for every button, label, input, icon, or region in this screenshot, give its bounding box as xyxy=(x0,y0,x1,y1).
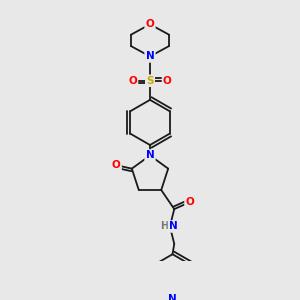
Text: N: N xyxy=(168,294,177,300)
Text: O: O xyxy=(163,76,172,86)
Text: O: O xyxy=(146,19,154,29)
Text: O: O xyxy=(185,197,194,207)
Text: O: O xyxy=(128,76,137,86)
Text: N: N xyxy=(146,150,154,161)
Text: N: N xyxy=(169,221,178,232)
Text: O: O xyxy=(112,160,121,170)
Text: N: N xyxy=(146,51,154,62)
Text: H: H xyxy=(160,221,168,232)
Text: S: S xyxy=(146,76,154,86)
